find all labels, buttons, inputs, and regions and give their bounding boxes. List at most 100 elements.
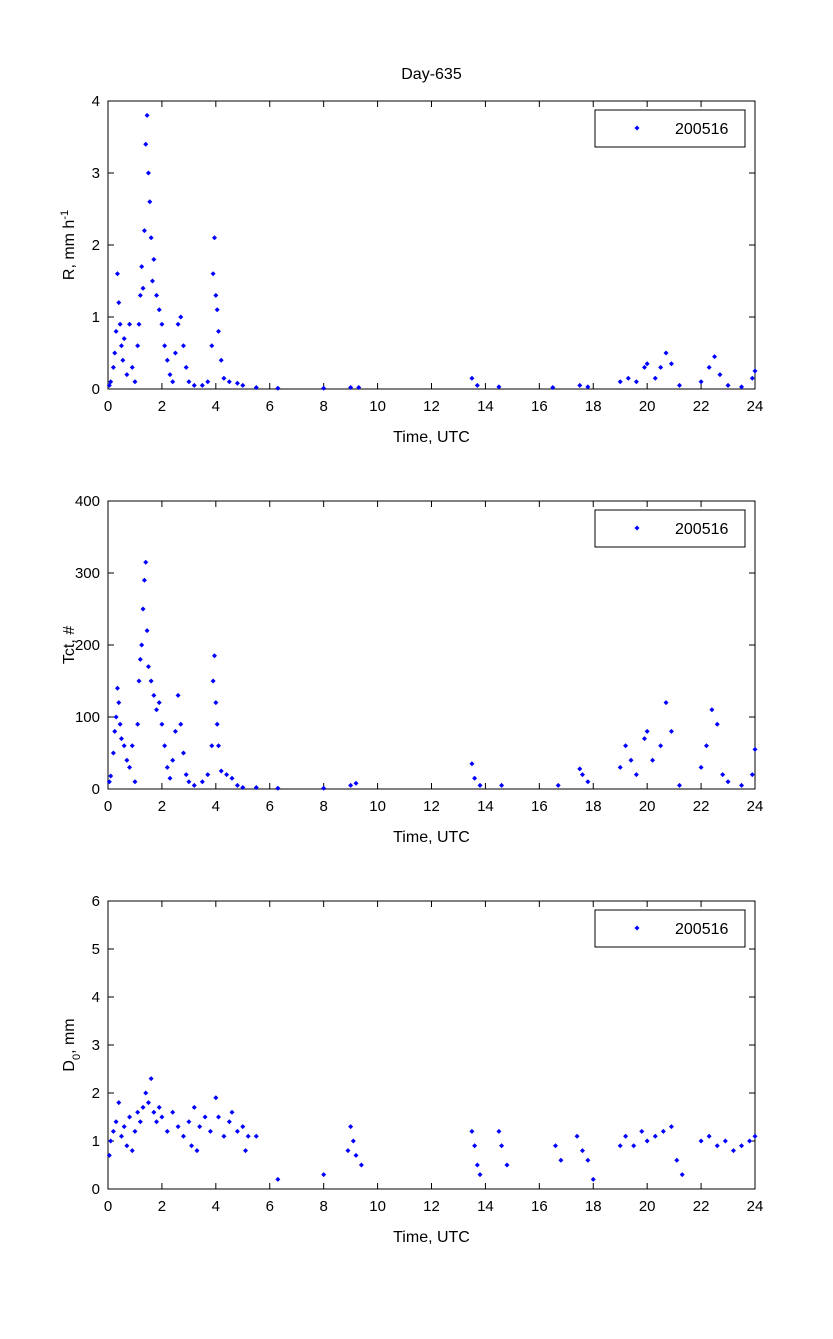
x-axis-label: Time, UTC [393, 1229, 470, 1246]
point [202, 1114, 208, 1120]
x-tick-label: 14 [477, 398, 494, 415]
axes-box [107, 500, 756, 790]
y-axis-label: R, mm h-1 [59, 210, 78, 280]
x-tick-label: 4 [212, 1198, 220, 1215]
point [156, 307, 162, 313]
point [175, 692, 181, 698]
y-tick-label: 4 [92, 989, 100, 1006]
point [139, 264, 145, 270]
x-tick-label: 10 [369, 398, 386, 415]
point [207, 1128, 213, 1134]
point [240, 1124, 246, 1130]
x-tick-label: 22 [693, 1198, 710, 1215]
point [577, 766, 583, 772]
point [633, 379, 639, 385]
point [106, 1152, 112, 1158]
point [348, 1124, 354, 1130]
point [149, 278, 155, 284]
x-tick-label: 0 [104, 798, 112, 815]
point [321, 385, 327, 391]
point [240, 382, 246, 388]
y-axis-label-part: R, mm h [61, 220, 78, 280]
point [113, 714, 119, 720]
point [180, 343, 186, 349]
point [140, 1104, 146, 1110]
point [496, 1128, 502, 1134]
point [129, 1148, 135, 1154]
point [350, 1138, 356, 1144]
legend-box [594, 909, 746, 948]
point [668, 361, 674, 367]
point [194, 1148, 200, 1154]
x-tick-label: 2 [158, 798, 166, 815]
x-tick-label: 10 [369, 1198, 386, 1215]
point [658, 364, 664, 370]
x-tick-label: 12 [423, 1198, 440, 1215]
point [162, 743, 168, 749]
point [132, 379, 138, 385]
point [121, 1124, 127, 1130]
point [112, 350, 118, 356]
point [474, 382, 480, 388]
point [114, 685, 120, 691]
point [141, 228, 147, 234]
point [117, 321, 123, 327]
y-axis-label-part: -1 [59, 210, 71, 220]
point [644, 361, 650, 367]
point [151, 256, 157, 262]
y-tick-label: 5 [92, 941, 100, 958]
point [749, 772, 755, 778]
point [242, 1148, 248, 1154]
point [216, 1114, 222, 1120]
point [353, 1152, 359, 1158]
y-axis-label-part: , mm [61, 1018, 78, 1054]
point [218, 357, 224, 363]
point [108, 379, 114, 385]
point [159, 1114, 165, 1120]
point [209, 343, 215, 349]
point [178, 721, 184, 727]
point [348, 782, 354, 788]
point [180, 750, 186, 756]
point [644, 1138, 650, 1144]
point [139, 642, 145, 648]
point [167, 372, 173, 378]
point [167, 775, 173, 781]
point [577, 382, 583, 388]
point [469, 375, 475, 381]
point [623, 743, 629, 749]
point [213, 1095, 219, 1101]
point [113, 328, 119, 334]
point [717, 372, 723, 378]
point [108, 1138, 114, 1144]
legend-label: 200516 [675, 121, 728, 138]
legend-marker [634, 925, 640, 931]
point [145, 170, 151, 176]
point [472, 1143, 478, 1149]
point [124, 1143, 130, 1149]
point [720, 772, 726, 778]
point [108, 773, 114, 779]
point [348, 385, 354, 391]
point [660, 1128, 666, 1134]
point [129, 364, 135, 370]
point [136, 678, 142, 684]
x-tick-label: 24 [747, 1198, 764, 1215]
y-tick-label: 300 [75, 565, 100, 582]
point [154, 292, 160, 298]
point [148, 678, 154, 684]
point [162, 343, 168, 349]
point [623, 1133, 629, 1139]
point [213, 700, 219, 706]
x-tick-label: 0 [104, 398, 112, 415]
point [118, 343, 124, 349]
point [712, 354, 718, 360]
point [145, 1100, 151, 1106]
point [127, 764, 133, 770]
point [504, 1162, 510, 1168]
point [145, 664, 151, 670]
point [110, 750, 116, 756]
point [132, 779, 138, 785]
